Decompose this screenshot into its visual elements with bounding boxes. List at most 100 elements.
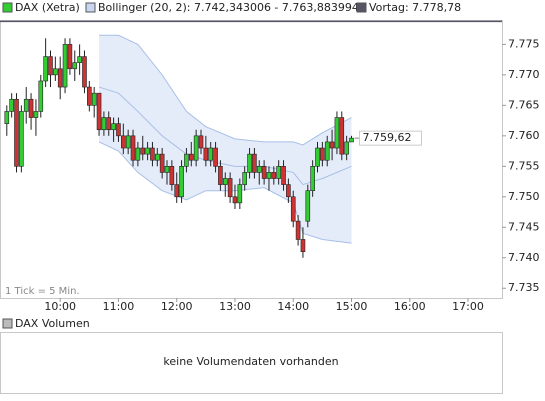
y-tick-label: 7.740 [508,251,540,264]
candle-body [130,135,136,161]
candle-body [218,166,223,185]
candle-body [23,98,29,112]
candle-body [315,147,320,167]
candle-body [276,166,281,179]
y-tick-label: 7.735 [508,281,540,294]
candle-body [116,123,121,137]
candle-body [179,166,184,198]
candle-body [9,98,14,112]
candle-body [169,166,175,185]
candle-body [77,56,82,63]
candle-body [159,153,165,173]
candle-body [72,62,78,70]
candle-body [184,153,189,167]
candle-body [125,135,131,149]
candle-body [135,147,141,161]
candle-body [188,153,194,161]
volume-frame [0,332,503,394]
band-upper [99,34,352,146]
y-tick-label: 7.775 [508,37,540,50]
candle-body [349,137,354,143]
candle-body [57,68,63,88]
candle-body [174,184,180,198]
candle-body [111,123,116,131]
y-tick-label: 7.770 [508,68,540,81]
candle-body [247,153,252,173]
candle-body [62,44,68,88]
candle-body [300,239,306,252]
candle-body [310,166,315,192]
candle-body [286,184,291,198]
y-tick-label: 7.745 [508,220,540,233]
candle-body [43,56,48,82]
candle-body [38,80,44,112]
x-tick-label: 10:00 [44,300,76,313]
volume-message: keine Volumendaten vorhanden [163,355,338,368]
candle-body [96,92,102,131]
candle-body [324,141,330,161]
candle-body [261,166,267,179]
candle-body [266,172,272,179]
volume-title: DAX Volumen [15,317,90,330]
legend-swatch [85,2,96,13]
candle-body [14,98,19,167]
note: 1 Tick = 5 Min. [5,286,80,297]
legend-label: Bollinger (20, 2): 7.742,343006 - 7.763,… [98,1,359,14]
candle-body [53,68,58,76]
candle-body [198,135,204,149]
candle-body [344,141,349,155]
candle-body [164,166,170,173]
y-tick-label: 7.750 [508,190,540,203]
legend-swatch [356,2,367,13]
candle-body [339,117,345,155]
candle-body [237,184,243,204]
candle-body [222,178,228,185]
candle-body [28,98,34,118]
candle-body [193,135,199,161]
candle-body [227,178,233,198]
candle-body [145,147,150,155]
candle-body [140,147,146,155]
candle-body [82,56,87,88]
candle-body [150,147,155,161]
x-tick-label: 15:00 [336,300,368,313]
candle-body [19,111,24,167]
x-tick-label: 14:00 [277,300,309,313]
x-tick-label: 17:00 [452,300,484,313]
candle-body [33,111,39,118]
candle-body [281,166,286,185]
last-price-box [358,130,422,146]
x-tick-label: 11:00 [103,300,135,313]
candle-body [121,135,126,149]
candle-body [91,92,97,106]
legend-label: DAX (Xetra) [15,1,80,14]
candle-body [4,111,10,124]
candle-body [67,44,73,70]
x-tick-label: 13:00 [219,300,251,313]
candle-body [203,147,209,161]
candle-body [232,196,238,204]
candle-body [87,86,92,106]
legend-swatch [2,2,13,13]
last-price-label: 7.759,62 [362,131,411,144]
x-tick-label: 12:00 [161,300,193,313]
y-tick-label: 7.755 [508,159,540,172]
candle-body [242,172,247,185]
candle-body [48,56,53,76]
candle-body [329,141,335,149]
candle-body [334,117,340,149]
candle-body [271,172,277,179]
candle-body [213,147,218,167]
candle-body [256,166,262,173]
candle-body [290,196,296,222]
y-tick-label: 7.760 [508,129,540,142]
candle-body [320,147,325,161]
candle-body [252,153,257,173]
y-tick-label: 7.765 [508,98,540,111]
band-lower [98,141,352,244]
legend-swatch [2,318,13,329]
candle-body [101,117,107,131]
candle-body [208,147,214,161]
x-tick-label: 16:00 [394,300,426,313]
